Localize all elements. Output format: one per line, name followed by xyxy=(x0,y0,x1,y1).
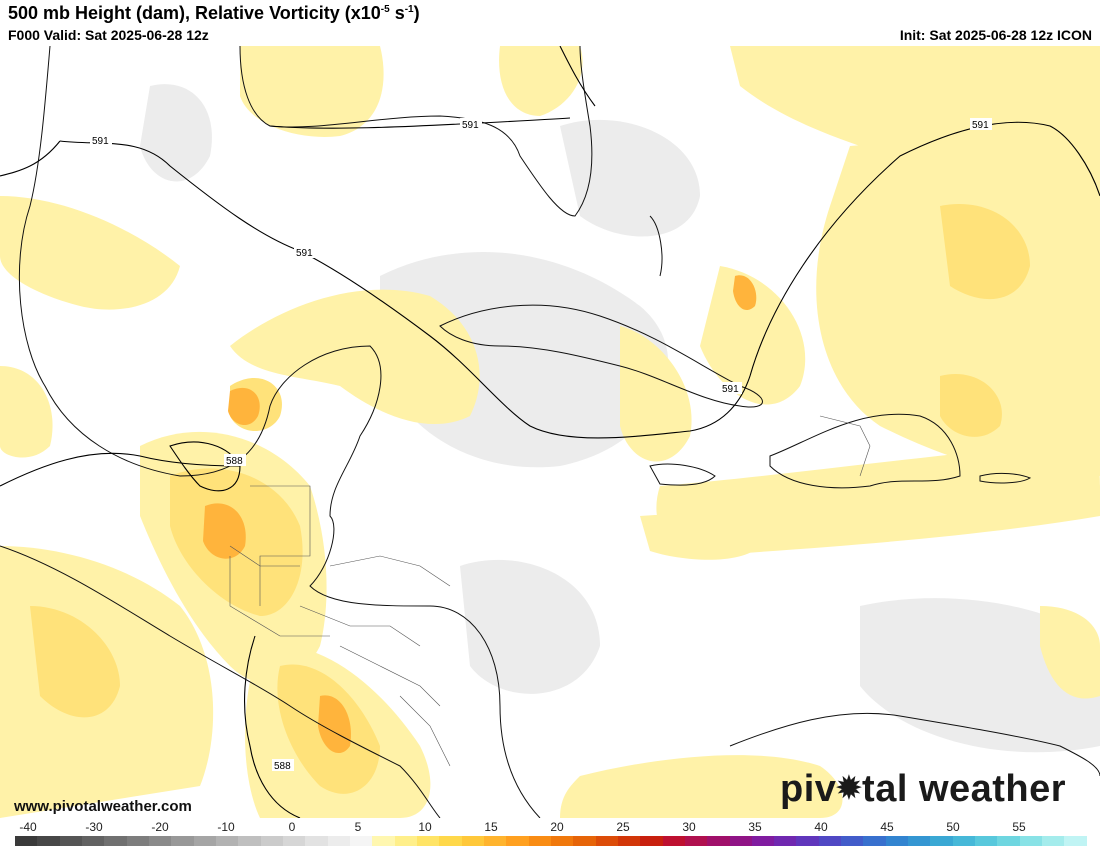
height-contours xyxy=(0,45,1100,819)
header: 500 mb Height (dam), Relative Vorticity … xyxy=(0,0,1100,46)
contour-label: 591 xyxy=(462,120,479,131)
colorbar-label: 15 xyxy=(484,820,498,834)
colorbar-label: 40 xyxy=(814,820,828,834)
chart-title: 500 mb Height (dam), Relative Vorticity … xyxy=(8,3,420,23)
contour-label: 588 xyxy=(226,456,243,467)
colorbar-label: 35 xyxy=(748,820,762,834)
colorbar-label: 0 xyxy=(288,820,296,834)
colorbar-label: 55 xyxy=(1012,820,1026,834)
colorbar-label: 5 xyxy=(354,820,362,834)
colorbar-label: 25 xyxy=(616,820,630,834)
contour-label-group: 591 591 591 591 591 588 588 xyxy=(90,118,992,772)
colorbar-strip xyxy=(15,836,1087,846)
colorbar: -40 -30 -20 -10 0 5 10 15 20 25 30 35 40… xyxy=(0,818,1100,850)
political-borders xyxy=(229,415,871,767)
colorbar-label: -10 xyxy=(217,820,235,834)
colorbar-label: 30 xyxy=(682,820,696,834)
colorbar-label: 10 xyxy=(418,820,432,834)
colorbar-label: -20 xyxy=(151,820,169,834)
contour-label: 588 xyxy=(274,761,291,772)
colorbar-label: -30 xyxy=(85,820,103,834)
valid-time: F000 Valid: Sat 2025-06-28 12z xyxy=(8,27,209,43)
gear-icon: ✹ xyxy=(836,772,863,805)
colorbar-label: 50 xyxy=(946,820,960,834)
colorbar-label: 20 xyxy=(550,820,564,834)
contour-label: 591 xyxy=(722,384,739,395)
weather-map[interactable]: 591 591 591 591 591 588 588 xyxy=(0,45,1100,819)
init-time: Init: Sat 2025-06-28 12z ICON xyxy=(899,27,1092,43)
pivotal-weather-logo: piv✹tal weather xyxy=(780,768,1067,810)
contour-label: 591 xyxy=(296,248,313,259)
map-svg: 591 591 591 591 591 588 588 xyxy=(0,45,1100,819)
colorbar-label: 45 xyxy=(880,820,894,834)
contour-label: 591 xyxy=(92,136,109,147)
website-url[interactable]: www.pivotalweather.com xyxy=(14,798,192,815)
positive-vorticity-high xyxy=(203,275,757,754)
colorbar-label: -40 xyxy=(19,820,37,834)
positive-vorticity-light xyxy=(0,46,1100,818)
contour-label: 591 xyxy=(972,120,989,131)
